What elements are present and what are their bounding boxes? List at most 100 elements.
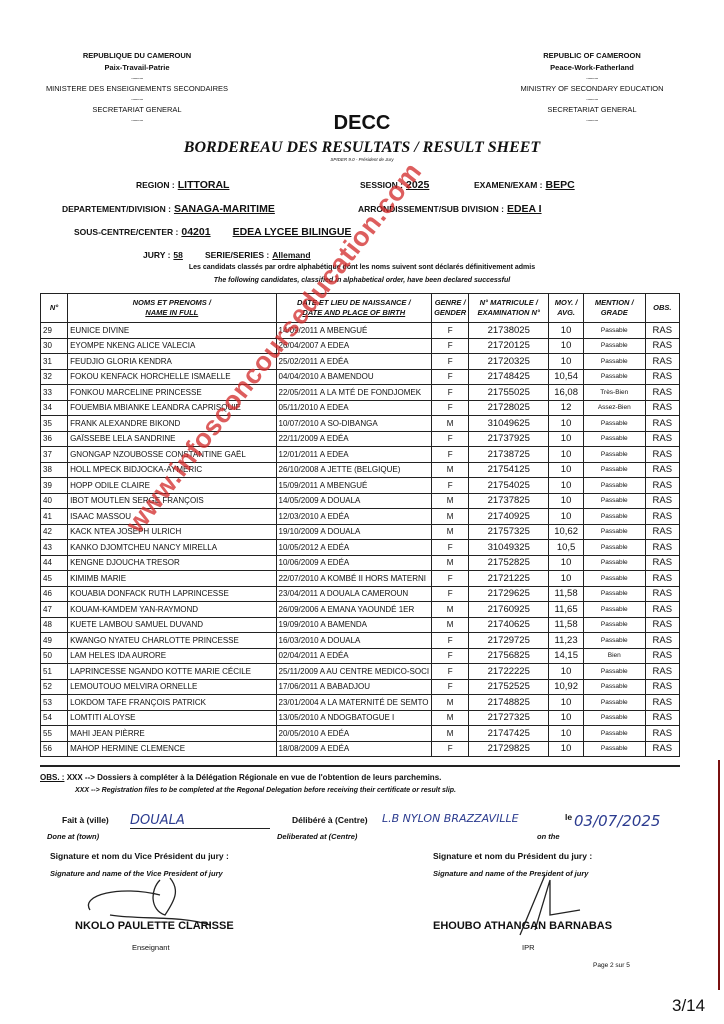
secretariat-en: SECRETARIAT GENERAL [547,105,637,114]
cell-name: KOUABIA DONFACK RUTH LAPRINCESSE [67,585,277,602]
cell-number: 52 [39,678,69,695]
cell-obs: RAS [644,353,681,370]
cell-birth: 22/05/2011 A LA MTÉ DE FONDJOMEK [275,384,433,401]
cell-name: LAM HELES IDA AURORE [67,647,277,664]
cell-exam-number: 31049625 [468,415,550,432]
cell-obs: RAS [644,337,681,354]
cell-exam-number: 21747425 [468,725,550,742]
cell-number: 35 [39,415,69,432]
president-role: IPR [522,943,535,952]
table-row: 39 HOPP ODILE CLAIRE 15/09/2011 A MBENGUÉ F… [39,477,681,494]
table-row: 37 GNONGAP NZOUBOSSE CONSTANTINE GAËL 12/0… [39,446,681,463]
cell-name: KANKO DJOMTCHEU NANCY MIRELLA [67,539,277,556]
cell-birth: 12/03/2010 A EDÉA [275,508,433,525]
cell-obs: RAS [644,523,681,540]
cell-name: MAHOP HERMINE CLEMENCE [67,740,277,757]
cell-number: 54 [39,709,69,726]
cell-exam-number: 21754125 [468,461,550,478]
cell-obs: RAS [644,554,681,571]
cell-birth: 20/05/2010 A EDÉA [275,725,433,742]
cell-average: 10 [548,570,584,587]
cell-exam-number: 21737925 [468,430,550,447]
table-row: 34 FOUEMBIA MBIANKE LEANDRA CAPRISQUIE 05/… [39,399,681,416]
session-field: SESSION :2025 [360,175,429,193]
cell-grade: Bien [582,647,646,664]
series-field: SERIE/SERIES : Allemand [205,245,311,263]
cell-name: MAHI JEAN PIÈRRE [67,725,277,742]
session-label: SESSION : [360,180,403,190]
cell-exam-number: 21754025 [468,477,550,494]
cell-exam-number: 21740625 [468,616,550,633]
cell-exam-number: 21756825 [468,647,550,664]
motto-en: Peace-Work-Fatherland [550,63,634,72]
cell-exam-number: 21728025 [468,399,550,416]
cell-name: LAPRINCESSE NGANDO KOTTE MARIE CÉCILE [67,663,277,680]
president-signature [519,874,581,936]
cell-gender: F [431,740,470,757]
table-row: 35 FRANK ALEXANDRE BIKOND 10/07/2010 A SO-… [39,415,681,432]
cell-exam-number: 21720125 [468,337,550,354]
cell-grade: Assez-Bien [582,399,646,416]
cell-exam-number: 21722225 [468,663,550,680]
cell-number: 45 [39,570,69,587]
cell-average: 10 [548,709,584,726]
cell-birth: 12/01/2011 A EDEA [275,446,433,463]
document-title: BORDEREAU DES RESULTATS / RESULT SHEET [183,139,541,156]
table-row: 44 KENGNE DJOUCHA TRESOR 10/06/2009 A EDÉA… [39,554,681,571]
cell-gender: F [431,585,470,602]
cell-obs: RAS [644,477,681,494]
cell-name: EYOMPE NKENG ALICE VALECIA [67,337,277,354]
session-value: 2025 [405,179,430,191]
cell-obs: RAS [644,616,681,633]
table-row: 33 FONKOU MARCELINE PRINCESSE 22/05/2011 A… [39,384,681,401]
separator: .......... [131,96,143,102]
cell-average: 10 [548,353,584,370]
cell-gender: F [431,337,470,354]
cell-grade: Passable [582,694,646,711]
page-number: Page 2 sur 5 [593,962,630,969]
cell-gender: M [431,492,470,509]
cell-gender: M [431,523,470,540]
cell-number: 41 [39,508,69,525]
vp-name: NKOLO PAULETTE CLARISSE [75,920,234,932]
cell-name: LEMOUTOUO MELVIRA ORNELLE [67,678,277,695]
cell-average: 10,54 [548,368,584,385]
cell-gender: F [431,678,470,695]
cell-gender: F [431,477,470,494]
header-col-exam-number: N° MATRICULE / EXAMINATION N° [468,293,550,323]
page-edge [718,760,720,990]
cell-grade: Passable [582,322,646,339]
deliberated-label: Délibéré à (Centre) [292,815,368,825]
cell-gender: M [431,694,470,711]
header-col-name: NOMS ET PRENOMS / NAME IN FULL [67,293,277,323]
results-table: N° NOMS ET PRENOMS / NAME IN FULL DATE ET L… [39,293,681,757]
cell-grade: Passable [582,740,646,757]
cell-exam-number: 21755025 [468,384,550,401]
table-row: 56 MAHOP HERMINE CLEMENCE 18/08/2009 A EDÉ… [39,740,681,757]
header-line1: MOY. / [554,298,578,307]
cell-exam-number: 31049325 [468,539,550,556]
cell-gender: F [431,663,470,680]
division-field: DEPARTEMENT/DIVISION : SANAGA-MARITIME [62,199,275,217]
cell-number: 37 [39,446,69,463]
cell-average: 10 [548,694,584,711]
cell-name: GAÏSSEBE LELA SANDRINE [67,430,277,447]
cell-grade: Passable [582,709,646,726]
cell-average: 12 [548,399,584,416]
town-value: DOUALA [130,813,270,829]
cell-exam-number: 21760925 [468,601,550,618]
cell-average: 10,5 [548,539,584,556]
jury-label: JURY : [143,250,171,260]
cell-name: KUETE LAMBOU SAMUEL DUVAND [67,616,277,633]
cell-grade: Passable [582,353,646,370]
header-right: REPUBLIC OF CAMEROON Peace-Work-Fatherla… [482,50,702,125]
cell-name: FRANK ALEXANDRE BIKOND [67,415,277,432]
cell-exam-number: 21748425 [468,368,550,385]
cell-exam-number: 21737825 [468,492,550,509]
center-label: SOUS-CENTRE/CENTER : [74,227,179,237]
cell-average: 10 [548,725,584,742]
cell-number: 34 [39,399,69,416]
table-row: 31 FEUDJIO GLORIA KENDRA 25/02/2011 A EDÉA… [39,353,681,370]
intro-fr: Les candidats classés par ordre alphabét… [188,264,536,271]
exam-field: EXAMEN/EXAM : BEPC [474,175,575,193]
